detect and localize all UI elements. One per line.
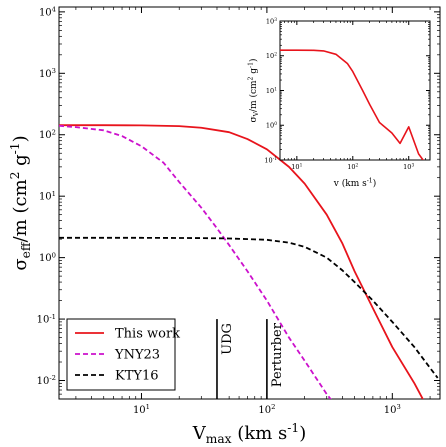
inset-y-tick-label: 101: [266, 87, 277, 95]
inset-x-axis-title: v (km s-1): [333, 178, 376, 189]
main-series-line-yny23: [59, 124, 332, 399]
legend-label-this-work: This work: [115, 327, 180, 342]
main-y-tick-label: 10-2: [37, 374, 56, 387]
legend-label-kty16: KTY16: [115, 369, 159, 384]
inset-series-line-0: [280, 49, 425, 160]
main-series-line-this-work: [59, 124, 424, 399]
main-y-tick-label: 10-1: [37, 313, 56, 326]
main-y-tick-label: 102: [39, 128, 56, 141]
inset-y-tick-label: 100: [266, 122, 277, 130]
inset-series-group: [280, 49, 425, 160]
inset-x-tick-label: 103: [403, 163, 414, 171]
inset-x-tick-label: 102: [347, 163, 358, 171]
main-series-group: [59, 124, 439, 399]
main-y-axis-title: σeff/m (cm2 g-1): [8, 135, 33, 270]
annotation-label-perturber: Perturber: [270, 322, 285, 387]
main-series-line-kty16: [59, 236, 439, 379]
main-y-tick-label: 100: [39, 251, 56, 264]
inset-y-tick-label: 10-1: [264, 156, 277, 164]
main-x-axis-title: Vmax (km s-1): [192, 421, 306, 446]
inset-y-tick-label: 102: [266, 52, 277, 60]
inset-y-axis-title: σV/m (cm2 g-1): [248, 58, 260, 122]
annotation-label-udg: UDG: [220, 323, 235, 355]
inset-frame: [279, 20, 431, 161]
legend-label-yny23: YNY23: [114, 348, 160, 363]
main-y-tick-label: 104: [39, 6, 56, 19]
main-y-tick-label: 101: [39, 190, 56, 203]
main-x-tick-label: 101: [133, 403, 150, 416]
inset-y-tick-label: 103: [266, 17, 277, 25]
main-x-tick-label: 103: [384, 403, 401, 416]
main-y-tick-label: 103: [39, 67, 56, 80]
main-x-tick-label: 102: [258, 403, 275, 416]
legend: This work YNY23 KTY16: [66, 318, 180, 391]
inset-x-tick-label: 101: [291, 163, 302, 171]
